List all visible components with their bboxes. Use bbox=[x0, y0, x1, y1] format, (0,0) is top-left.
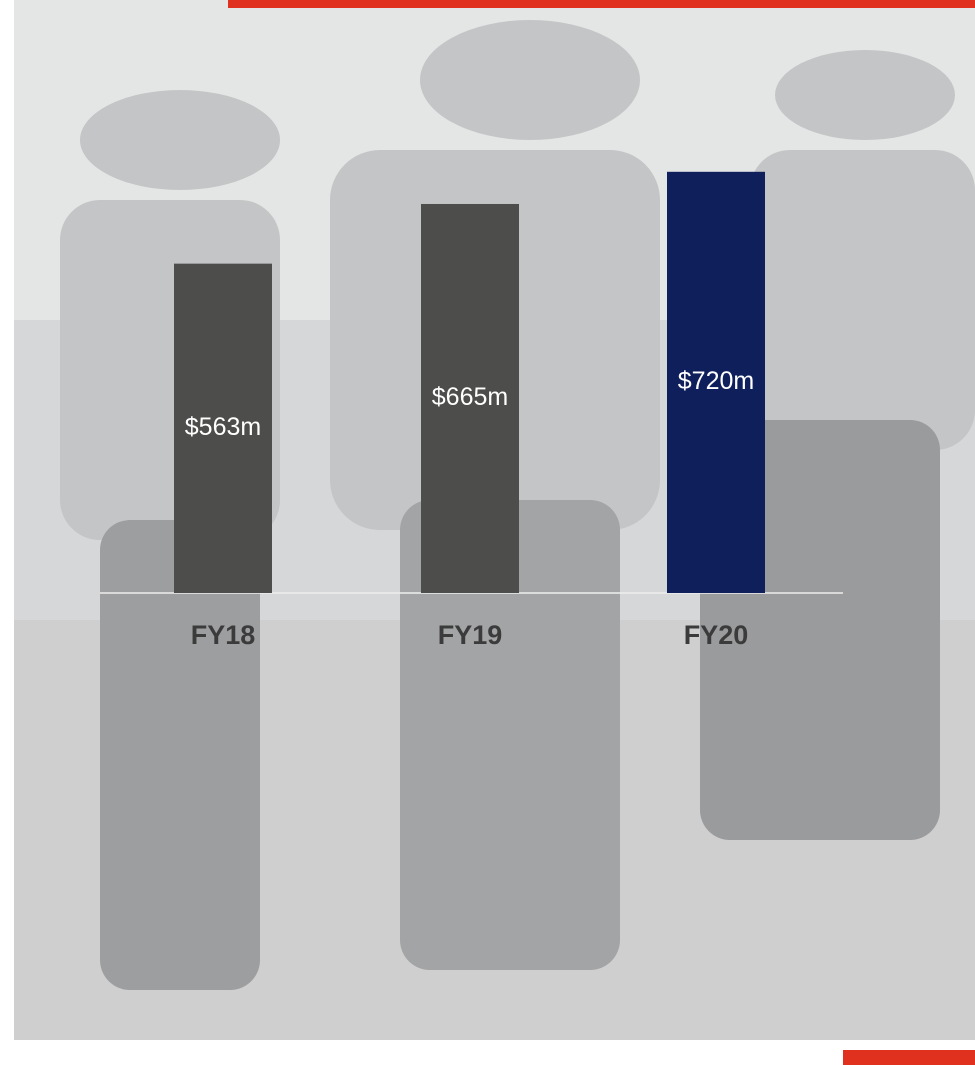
bar bbox=[421, 203, 519, 593]
category-label: FY19 bbox=[438, 620, 503, 650]
value-label: $563m bbox=[185, 413, 261, 441]
top-accent-bar bbox=[228, 0, 975, 8]
value-label: $665m bbox=[432, 383, 508, 411]
category-label: FY20 bbox=[684, 620, 749, 650]
category-label: FY18 bbox=[191, 620, 256, 650]
value-label: $720m bbox=[678, 367, 754, 395]
bottom-accent-bar bbox=[843, 1050, 975, 1065]
bar bbox=[667, 171, 765, 594]
bar bbox=[174, 263, 272, 593]
